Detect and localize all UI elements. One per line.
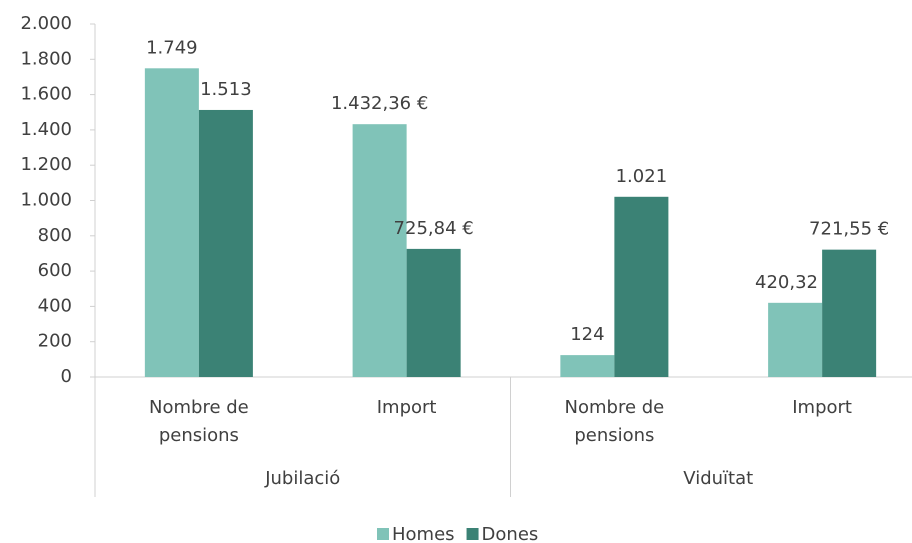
- data-label: 1.749: [146, 37, 198, 58]
- bar: [614, 196, 669, 377]
- x-tick-label: Nombre de pensions: [149, 397, 249, 446]
- y-tick-label: 800: [38, 225, 72, 246]
- x-tick-label: Import: [377, 397, 437, 418]
- group-label: Viduïtat: [683, 468, 753, 489]
- y-tick-label: 1.400: [20, 119, 72, 140]
- y-tick-label: 1.200: [20, 154, 72, 175]
- x-tick-label: Import: [792, 397, 852, 418]
- legend-label: Homes: [392, 524, 455, 543]
- bar: [198, 109, 253, 377]
- bar: [768, 302, 823, 377]
- data-label: 721,55 €: [809, 219, 889, 240]
- data-label: 420,32 €: [755, 272, 835, 293]
- bar: [560, 355, 615, 377]
- legend-swatch: [466, 528, 479, 540]
- bar: [406, 248, 461, 377]
- y-tick-label: 600: [38, 260, 72, 281]
- y-tick-label: 1.000: [20, 190, 72, 211]
- y-tick-label: 0: [61, 366, 72, 387]
- bar: [352, 124, 407, 377]
- y-tick-label: 1.800: [20, 48, 72, 69]
- data-label: 725,84 €: [394, 218, 474, 239]
- data-label: 1.021: [616, 166, 668, 187]
- bar: [822, 249, 877, 377]
- data-label: 1.432,36 €: [331, 93, 428, 114]
- y-tick-label: 200: [38, 331, 72, 352]
- y-tick-label: 2.000: [20, 13, 72, 34]
- legend-label: Dones: [482, 524, 539, 543]
- legend-swatch: [377, 528, 389, 540]
- group-label: Jubilació: [264, 468, 340, 489]
- data-label: 1.513: [200, 79, 252, 100]
- y-tick-label: 400: [38, 295, 72, 316]
- x-tick-label: Nombre de pensions: [565, 397, 665, 446]
- y-tick-label: 1.600: [20, 84, 72, 105]
- data-label: 124: [570, 324, 604, 345]
- bar: [144, 68, 199, 377]
